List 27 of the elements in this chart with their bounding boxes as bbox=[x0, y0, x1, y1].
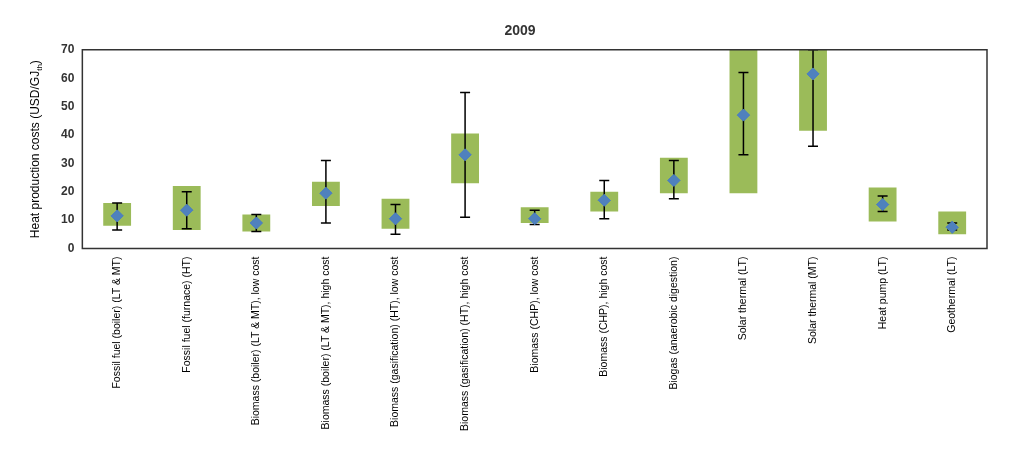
y-tick-label: 30 bbox=[60, 155, 75, 170]
x-tick-label: Fossil fuel (boiler) (LT & MT) bbox=[110, 256, 123, 389]
x-tick-label: Solar thermal (MT) bbox=[805, 256, 818, 345]
x-tick-label: Biomass (gasification) (HT), high cost bbox=[457, 256, 470, 432]
y-tick-label: 40 bbox=[60, 127, 75, 142]
bar bbox=[799, 49, 827, 131]
x-tick-label: Biogas (anaerobic digestion) bbox=[666, 256, 679, 390]
point bbox=[806, 67, 820, 81]
x-tick-label: Solar thermal (LT) bbox=[736, 256, 749, 341]
x-tick-label: Heat pump (LT) bbox=[875, 256, 888, 330]
y-tick-label: 0 bbox=[67, 240, 75, 255]
y-tick-label: 70 bbox=[60, 42, 75, 57]
y-tick-label: 20 bbox=[60, 184, 75, 199]
chart-title: 2009 bbox=[504, 22, 536, 39]
x-tick-label: Biomass (CHP), low cost bbox=[527, 256, 540, 373]
bar bbox=[729, 49, 758, 194]
y-tick-label: 10 bbox=[60, 212, 75, 227]
y-tick-label: 50 bbox=[60, 98, 75, 113]
x-tick-label: Biomass (boiler) (LT & MT), low cost bbox=[249, 256, 262, 426]
x-tick-label: Geothermal (LT) bbox=[945, 256, 958, 333]
y-axis-title: Heat production costs (USD/GJth) bbox=[28, 60, 45, 239]
x-tick-label: Biomass (boiler) (LT & MT), high cost bbox=[318, 256, 331, 430]
x-tick-label: Biomass (gasification) (HT), low cost bbox=[388, 256, 401, 427]
point bbox=[736, 108, 750, 122]
x-tick-label: Biomass (CHP), high cost bbox=[597, 256, 610, 377]
x-tick-label: Fossil fuel (furnace) (HT) bbox=[179, 256, 192, 373]
y-tick-label: 60 bbox=[60, 70, 75, 85]
